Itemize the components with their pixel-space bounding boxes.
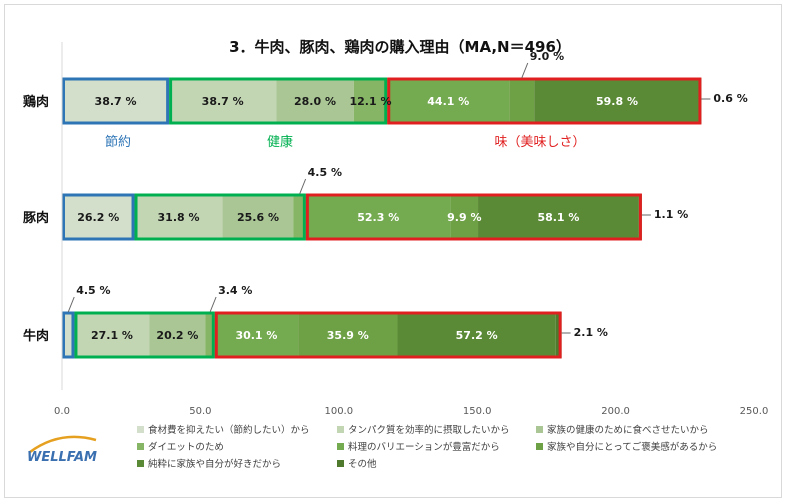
group-outline bbox=[62, 311, 75, 359]
legend-swatch bbox=[137, 460, 144, 467]
group-outline bbox=[387, 77, 702, 125]
legend-swatch bbox=[137, 443, 144, 450]
data-label: 44.1 % bbox=[427, 95, 469, 108]
data-label: 2.1 % bbox=[574, 326, 608, 339]
group-outline bbox=[214, 311, 562, 359]
data-label: 31.8 % bbox=[158, 211, 200, 224]
bar-segment bbox=[134, 194, 223, 240]
bar-segment bbox=[450, 194, 479, 240]
data-label: 12.1 % bbox=[349, 95, 391, 108]
legend-entry: 家族や自分にとってご褒美感があるから bbox=[547, 441, 717, 453]
legend-swatch bbox=[536, 443, 543, 450]
group-outline bbox=[62, 77, 170, 125]
x-tick-label: 250.0 bbox=[740, 406, 769, 417]
x-axis: 0.0 50.0 100.0 150.0 200.0 250.0 bbox=[54, 42, 768, 417]
data-label: 38.7 % bbox=[95, 95, 137, 108]
wellfam-logo: WELLFAM bbox=[27, 435, 97, 465]
data-labels-layer: 鶏肉 38.7 % 38.7 % 28.0 % 12.1 % 44.1 % 9.0 % 59.… bbox=[23, 50, 748, 344]
x-tick-label: 200.0 bbox=[601, 406, 630, 417]
bar-segment bbox=[276, 78, 354, 124]
bar-segment bbox=[214, 312, 299, 358]
bar-segment bbox=[149, 312, 206, 358]
legend-swatch bbox=[337, 426, 344, 433]
leader-line bbox=[67, 296, 75, 313]
bar-segment bbox=[62, 312, 75, 358]
data-label: 1.1 % bbox=[654, 208, 688, 221]
bar-segment bbox=[387, 78, 510, 124]
group-outlines-layer bbox=[62, 77, 702, 359]
group-outline bbox=[62, 193, 135, 241]
bar-segment bbox=[222, 194, 294, 240]
data-label: 58.1 % bbox=[537, 211, 579, 224]
legend-swatch bbox=[137, 426, 144, 433]
group-annotation: 健康 bbox=[267, 134, 293, 150]
legend-entry: タンパク質を効率的に摂取したいから bbox=[348, 424, 510, 436]
bar-segment bbox=[298, 312, 398, 358]
data-label: 3.4 % bbox=[218, 284, 252, 297]
bar-segment bbox=[74, 312, 150, 358]
leader-line bbox=[521, 62, 529, 79]
data-label: 28.0 % bbox=[294, 95, 336, 108]
legend-entry: ダイエットのため bbox=[148, 441, 224, 453]
category-label: 鶏肉 bbox=[23, 94, 49, 110]
bar-segment bbox=[397, 312, 556, 358]
data-label: 38.7 % bbox=[202, 95, 244, 108]
bar-segment bbox=[478, 194, 639, 240]
leader-line bbox=[209, 296, 217, 313]
bars-layer bbox=[62, 78, 702, 358]
data-label: 52.3 % bbox=[357, 211, 399, 224]
bar-segment bbox=[305, 194, 451, 240]
category-label: 牛肉 bbox=[23, 328, 49, 344]
legend-swatch bbox=[337, 460, 344, 467]
group-outline bbox=[74, 311, 215, 359]
data-label: 26.2 % bbox=[77, 211, 119, 224]
x-tick-label: 100.0 bbox=[324, 406, 353, 417]
legend-entry: その他 bbox=[348, 458, 377, 470]
bar-segment bbox=[205, 312, 215, 358]
group-outline bbox=[305, 193, 642, 241]
legend-entry: 家族の健康のために食べさせたいから bbox=[547, 424, 709, 436]
x-tick-label: 150.0 bbox=[463, 406, 492, 417]
data-label: 57.2 % bbox=[456, 329, 498, 342]
legend: 食材費を抑えたい（節約したい）から タンパク質を効率的に摂取したいから 家族の健康の… bbox=[137, 424, 717, 470]
data-label: 4.5 % bbox=[308, 166, 342, 179]
data-label: 9.0 % bbox=[530, 50, 564, 63]
data-label: 27.1 % bbox=[91, 329, 133, 342]
data-label: 25.6 % bbox=[237, 211, 279, 224]
data-label: 35.9 % bbox=[327, 329, 369, 342]
legend-entry: 食材費を抑えたい（節約したい）から bbox=[148, 424, 310, 436]
x-tick-label: 50.0 bbox=[189, 406, 211, 417]
group-outline bbox=[134, 193, 306, 241]
data-label: 4.5 % bbox=[76, 284, 110, 297]
data-label: 20.2 % bbox=[156, 329, 198, 342]
data-label: 59.8 % bbox=[596, 95, 638, 108]
chart-frame bbox=[4, 4, 782, 498]
group-annotation: 味（美味しさ） bbox=[494, 135, 585, 150]
data-label: 0.6 % bbox=[713, 92, 747, 105]
logo-swoosh bbox=[29, 435, 97, 454]
chart-title: 3．牛肉、豚肉、鶏肉の購入理由（MA,N＝496） bbox=[229, 38, 571, 56]
leader-line bbox=[299, 178, 307, 195]
legend-swatch bbox=[536, 426, 543, 433]
bar-segment bbox=[293, 194, 306, 240]
legend-entry: 料理のバリエーションが豊富だから bbox=[348, 441, 500, 453]
group-annotation: 節約 bbox=[105, 135, 131, 150]
bar-segment bbox=[169, 78, 277, 124]
data-label: 9.9 % bbox=[447, 211, 481, 224]
category-label: 豚肉 bbox=[23, 210, 49, 226]
bar-segment bbox=[353, 78, 388, 124]
legend-swatch bbox=[337, 443, 344, 450]
group-outline bbox=[169, 77, 388, 125]
legend-entry: 純粋に家族や自分が好きだから bbox=[148, 458, 281, 470]
bar-segment bbox=[62, 194, 135, 240]
data-label: 30.1 % bbox=[235, 329, 277, 342]
bar-segment bbox=[509, 78, 535, 124]
x-tick-label: 0.0 bbox=[54, 406, 70, 417]
logo-text: WELLFAM bbox=[27, 450, 97, 465]
bar-segment bbox=[62, 78, 170, 124]
bar-segment bbox=[534, 78, 700, 124]
